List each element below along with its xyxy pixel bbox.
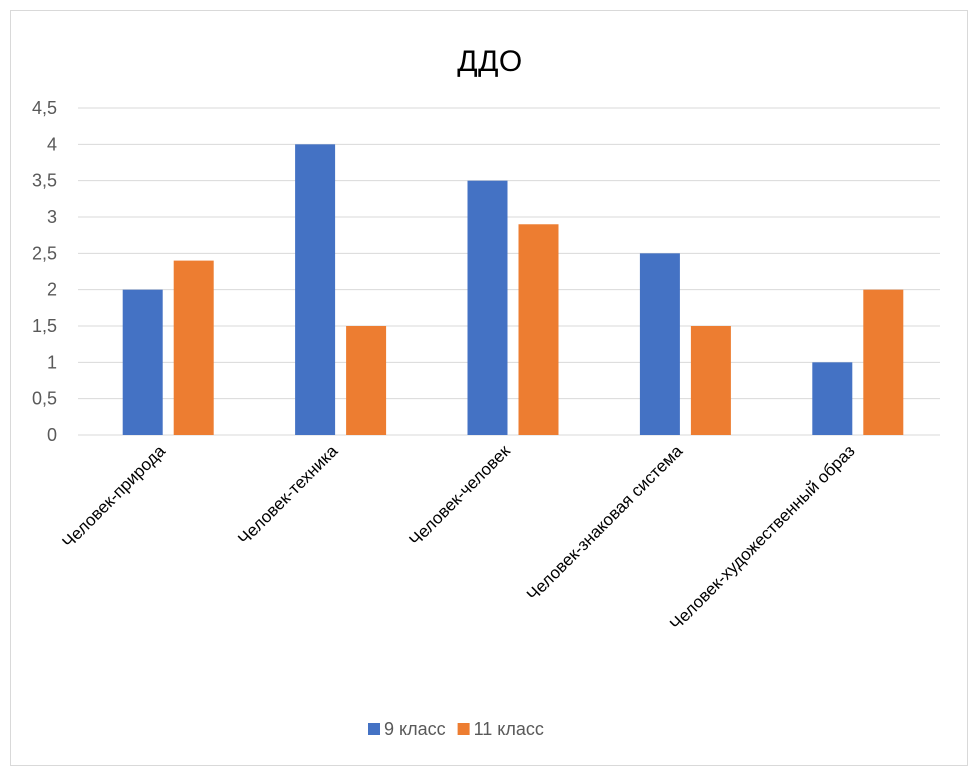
legend-swatch xyxy=(368,723,380,735)
bar-series2 xyxy=(690,326,731,435)
bar-series2 xyxy=(518,224,559,435)
category-label: Человек-человек xyxy=(405,441,514,550)
legend-swatch xyxy=(457,723,470,735)
bar-series1 xyxy=(639,253,680,435)
category-label: Человек-знаковая система xyxy=(523,441,687,605)
y-tick-label: 0,5 xyxy=(32,389,57,409)
category-label: Человек-природа xyxy=(59,441,170,552)
bar-series1 xyxy=(812,362,853,435)
y-tick-label: 3,5 xyxy=(32,171,57,191)
y-tick-label: 0 xyxy=(47,425,57,445)
chart-title: ДДО xyxy=(457,45,523,78)
bar-series2 xyxy=(346,326,387,435)
category-label: Человек-техника xyxy=(234,441,342,549)
y-tick-label: 1 xyxy=(47,352,57,372)
category-label: Человек-художественный образ xyxy=(666,441,859,634)
y-tick-label: 2 xyxy=(47,280,57,300)
y-tick-label: 1,5 xyxy=(32,316,57,336)
legend-label: 11 класс xyxy=(474,719,544,739)
bar-series1 xyxy=(122,289,163,435)
bar-series2 xyxy=(173,260,214,435)
legend-label: 9 класс xyxy=(384,719,446,739)
bar-series1 xyxy=(467,180,508,435)
y-tick-label: 3 xyxy=(47,207,57,227)
y-tick-label: 4,5 xyxy=(32,98,57,118)
bar-series2 xyxy=(863,289,904,435)
bar-series1 xyxy=(295,144,336,436)
y-tick-label: 2,5 xyxy=(32,243,57,263)
y-tick-label: 4 xyxy=(47,134,57,154)
